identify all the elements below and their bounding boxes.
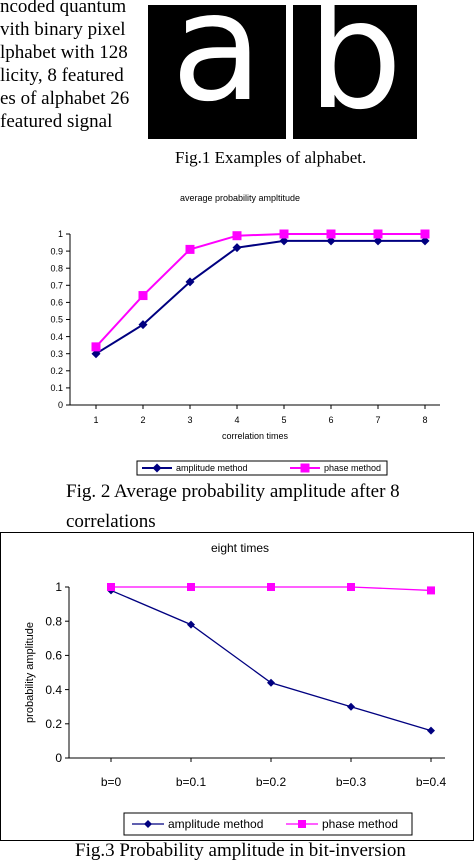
data-point [326, 229, 336, 239]
legend-marker [152, 463, 162, 473]
legend-label: phase method [322, 817, 398, 831]
y-tick-label: 0 [55, 751, 62, 765]
data-point [187, 620, 195, 629]
alphabet-image-b: b [293, 0, 417, 139]
legend-box [136, 460, 388, 476]
y-tick-label: 0.9 [50, 246, 63, 256]
figure1-caption: Fig.1 Examples of alphabet. [175, 148, 367, 167]
y-tick-label: 1 [58, 229, 63, 239]
legend-label: amplitude method [176, 463, 248, 473]
data-point [267, 678, 275, 687]
data-point [91, 342, 101, 352]
x-tick-label: 7 [375, 415, 380, 425]
y-tick-label: 0.8 [45, 614, 62, 628]
legend-marker [144, 820, 152, 828]
y-tick-label: 0.2 [45, 717, 62, 731]
series-line [95, 239, 425, 355]
data-point [107, 583, 115, 591]
y-tick-label: 0 [58, 400, 63, 410]
legend-label: amplitude method [168, 817, 263, 831]
legend-label: phase method [324, 463, 381, 473]
x-tick-label: b=0.4 [416, 775, 447, 789]
chart-eight-times: eight times 0 0.2 0.4 0.6 0.8 1 b=0 b=0.1 b=0.2 b=… [0, 532, 474, 841]
chart-average-probability: average probability ampltitude 0 0.1 0.2 0.3… [50, 193, 440, 476]
data-point [279, 236, 289, 246]
body-text-line: ncoded quantum [0, 0, 127, 17]
x-tick-label: b=0 [101, 775, 122, 789]
x-tick-label: 3 [187, 415, 192, 425]
y-axis-label: probability amplitude [24, 622, 36, 723]
y-tick-label: 0.3 [50, 349, 63, 359]
chart-title: eight times [211, 541, 269, 555]
data-point [420, 229, 430, 239]
data-point [427, 586, 435, 595]
data-point [373, 229, 383, 239]
data-point [420, 236, 430, 246]
series-line [110, 589, 432, 732]
data-point [185, 244, 195, 254]
data-point [138, 320, 148, 330]
alphabet-letter-a: a [171, 0, 263, 135]
legend-marker [298, 820, 306, 828]
y-tick-label: 0.6 [45, 649, 62, 663]
y-tick-label: 1 [55, 580, 62, 594]
x-tick-label: 1 [93, 415, 98, 425]
figure2-caption-line1: Fig. 2 Average probability amplitude aft… [66, 481, 400, 502]
body-text-line: featured signal [0, 111, 113, 132]
x-axis-label: correlation times [222, 431, 289, 441]
data-point [232, 243, 242, 253]
data-point [138, 291, 148, 301]
y-tick-label: 0.8 [50, 263, 63, 273]
data-point [267, 583, 275, 591]
x-tick-label: 4 [234, 415, 239, 425]
data-point [185, 277, 195, 287]
data-point [427, 726, 435, 735]
body-text-line: lphabet with 128 [0, 42, 128, 63]
data-point [373, 236, 383, 246]
x-tick-label: 2 [140, 415, 145, 425]
x-tick-label: 8 [422, 415, 427, 425]
y-tick-label: 0.7 [50, 280, 63, 290]
data-point [347, 583, 355, 591]
alphabet-image-a: a [148, 0, 286, 139]
data-point [232, 231, 242, 241]
y-tick-label: 0.1 [50, 383, 63, 393]
x-tick-label: 6 [328, 415, 333, 425]
data-point [326, 236, 336, 246]
data-point [91, 349, 101, 359]
data-point [187, 583, 195, 591]
y-tick-label: 0.4 [45, 683, 62, 697]
x-tick-label: b=0.1 [176, 775, 207, 789]
legend-marker [300, 463, 310, 473]
y-tick-label: 0.5 [50, 315, 63, 325]
y-tick-label: 0.6 [50, 298, 63, 308]
figure3-caption: Fig.3 Probability amplitude in bit-inver… [75, 840, 406, 861]
legend-box [123, 812, 413, 836]
data-point [347, 702, 355, 711]
series-line [95, 233, 425, 348]
y-tick-label: 0.4 [50, 332, 63, 342]
alphabet-letter-b: b [307, 0, 403, 143]
body-text-line: vith binary pixel [0, 19, 126, 40]
y-tick-label: 0.2 [50, 366, 63, 376]
body-text-line: licity, 8 featured [0, 65, 124, 86]
x-tick-label: b=0.3 [336, 775, 367, 789]
data-point [279, 229, 289, 239]
body-text-line: es of alphabet 26 [0, 88, 130, 109]
body-text: ncoded quantum vith binary pixel lphabet… [0, 0, 150, 140]
x-tick-label: 5 [281, 415, 286, 425]
figure2-caption-line2: correlations [66, 511, 156, 529]
chart-border [0, 532, 474, 841]
chart-title: average probability ampltitude [180, 193, 300, 203]
x-tick-label: b=0.2 [256, 775, 287, 789]
